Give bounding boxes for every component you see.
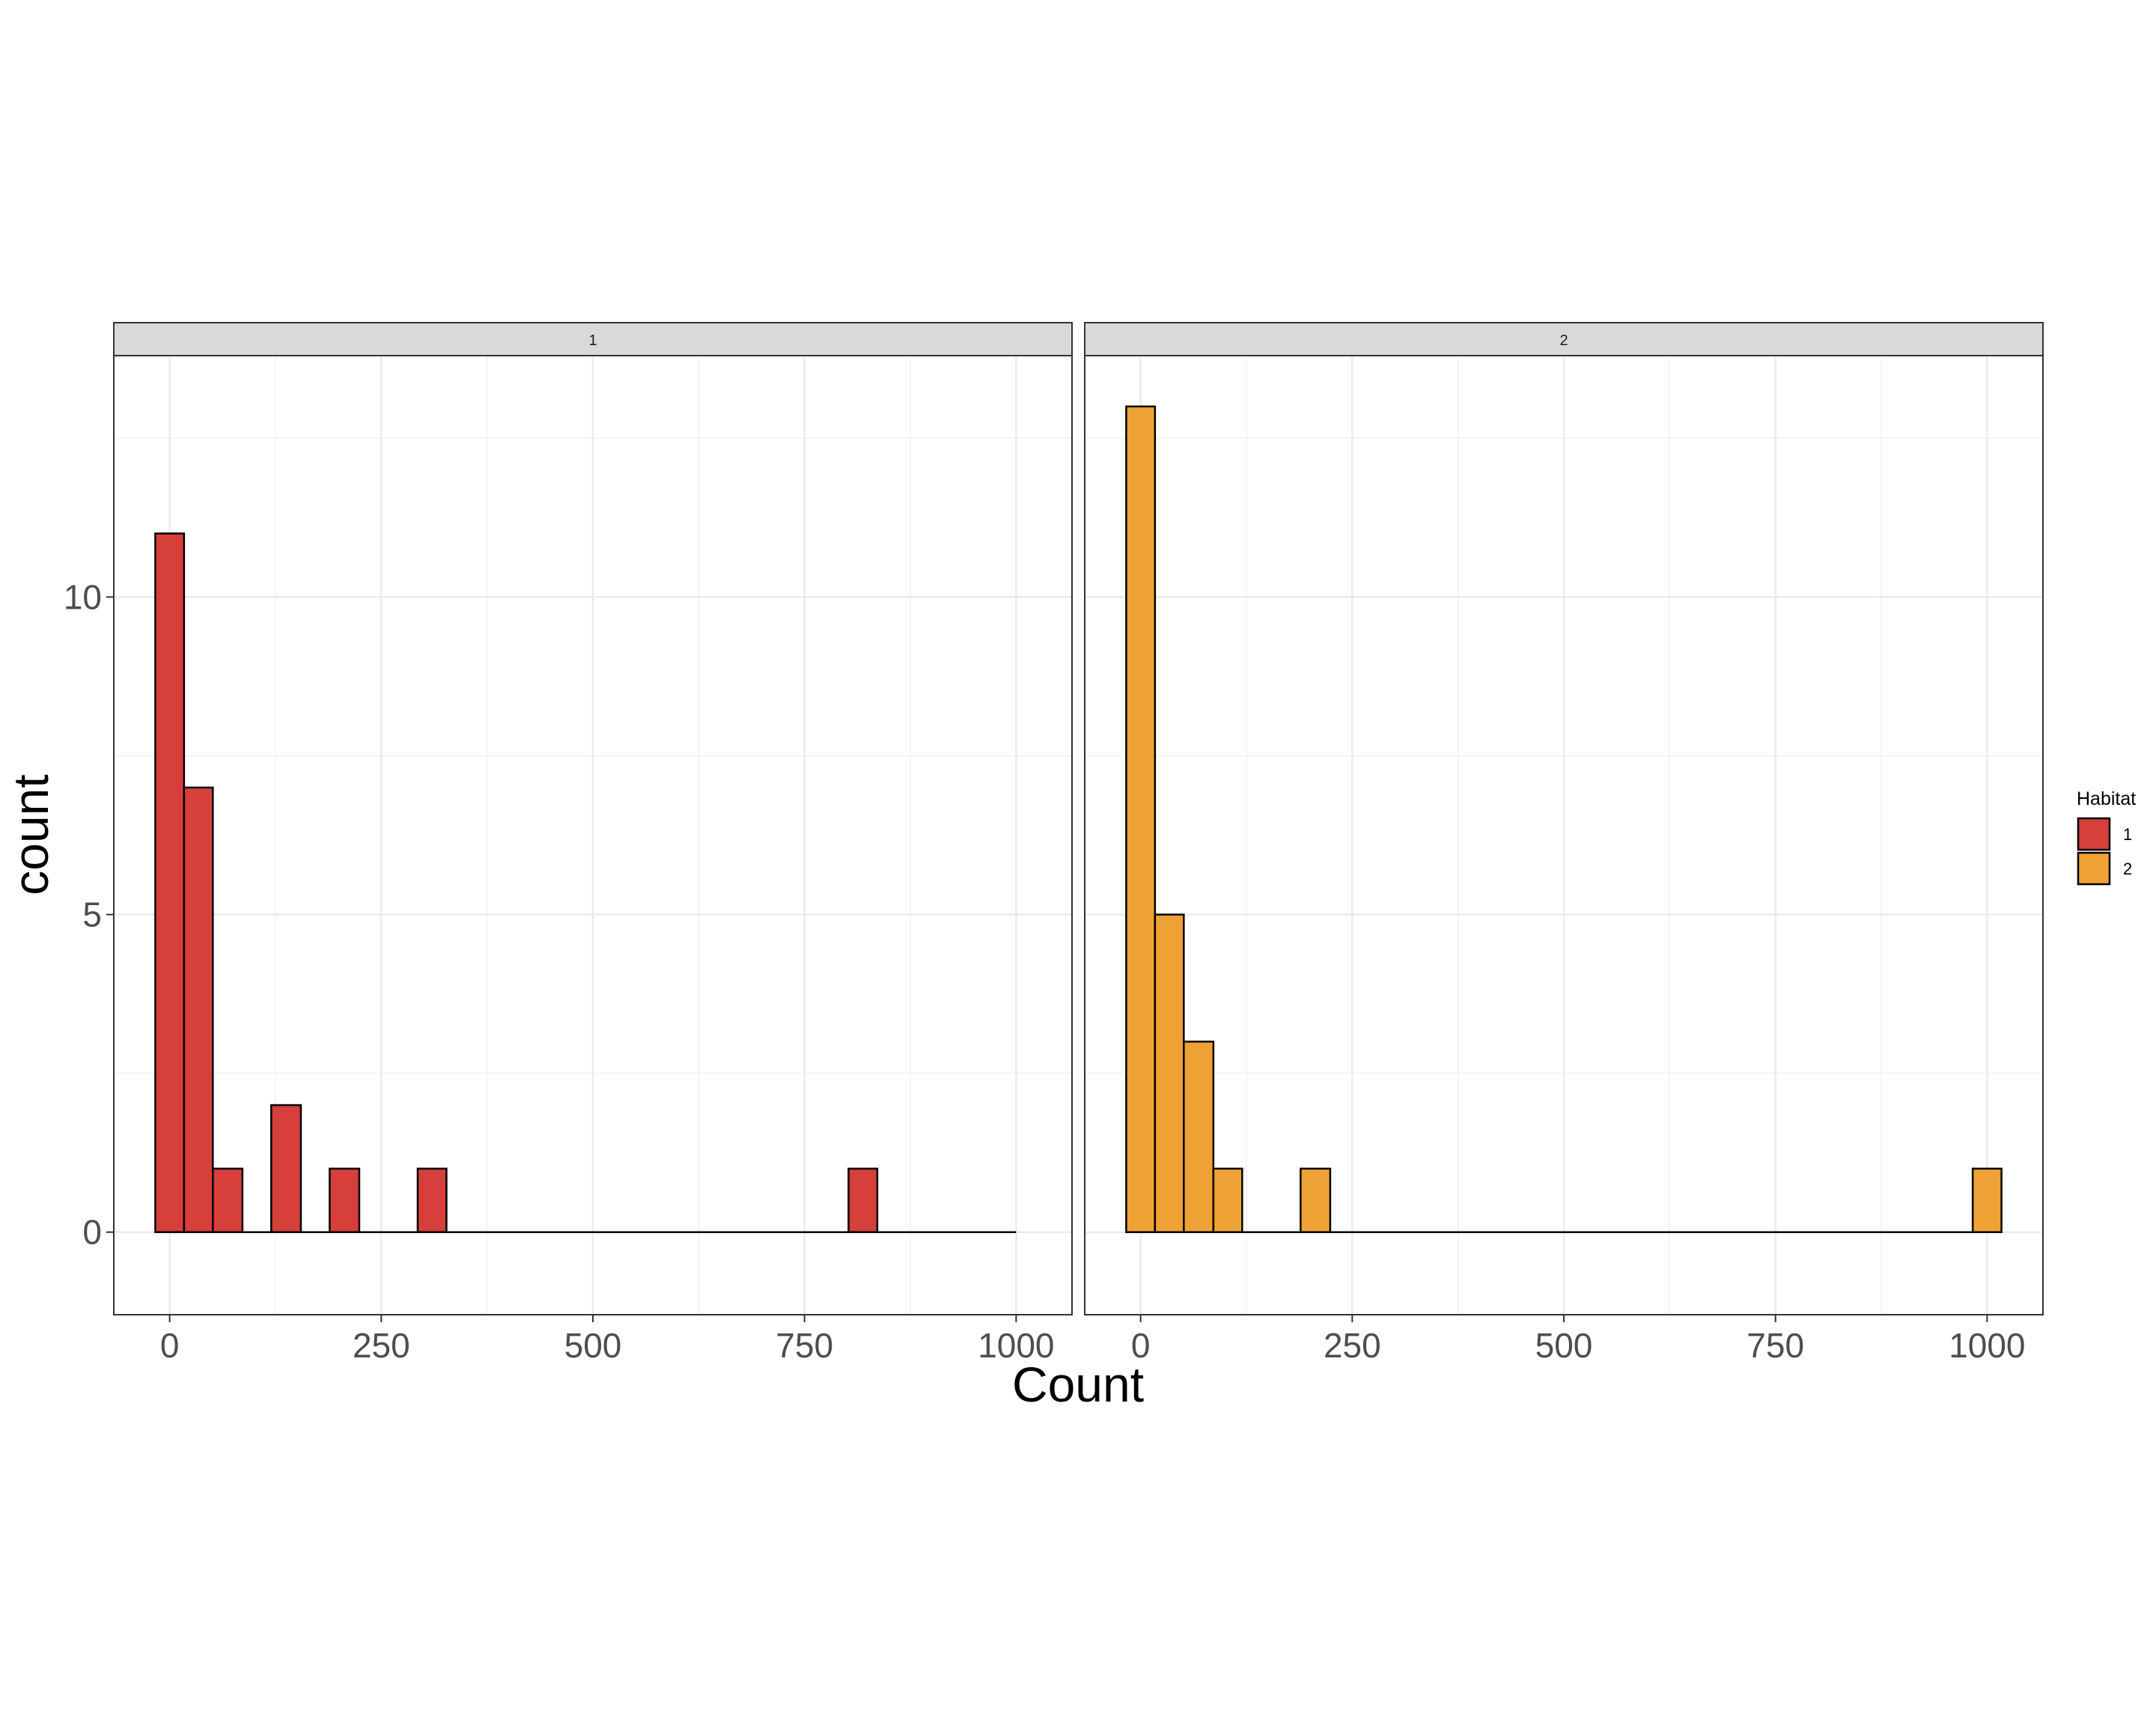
- y-tick-label: 5: [82, 895, 102, 934]
- x-tick-label: 250: [353, 1326, 410, 1365]
- x-tick-label: 1000: [1949, 1326, 2025, 1365]
- legend-key-swatch: [2077, 851, 2111, 886]
- legend: Habitat 12: [2077, 788, 2136, 886]
- histogram-bar: [1125, 405, 1157, 1233]
- histogram-bar: [1212, 1167, 1243, 1233]
- x-tick-label: 0: [1131, 1326, 1151, 1365]
- histogram-bar: [847, 1167, 879, 1233]
- x-tick-label: 750: [776, 1326, 833, 1365]
- histogram-bar: [183, 786, 214, 1233]
- x-tick-label: 750: [1747, 1326, 1804, 1365]
- facet-strip-label: 2: [1559, 332, 1568, 349]
- legend-title: Habitat: [2077, 788, 2136, 809]
- legend-keys: 12: [2077, 817, 2132, 886]
- x-tick-label: 250: [1324, 1326, 1381, 1365]
- histogram-bar: [416, 1167, 448, 1233]
- histogram-bar: [1971, 1167, 2003, 1233]
- y-tick-label: 0: [82, 1213, 102, 1252]
- y-tick-label: 10: [64, 577, 102, 616]
- legend-key-swatch: [2077, 817, 2111, 851]
- histogram-bar: [329, 1167, 361, 1233]
- facet-strip: [113, 322, 1073, 356]
- facet-strip-label: 1: [588, 332, 597, 349]
- legend-key-label: 2: [2123, 860, 2132, 878]
- histogram-bar: [1154, 913, 1185, 1233]
- histogram-bar: [270, 1104, 302, 1233]
- x-tick-label: 0: [160, 1326, 180, 1365]
- y-axis-title: count: [3, 774, 58, 895]
- x-tick-label: 500: [564, 1326, 622, 1365]
- x-axis-title: Count: [1012, 1357, 1144, 1412]
- x-tick-label: 500: [1535, 1326, 1593, 1365]
- x-tick-label: 1000: [978, 1326, 1054, 1365]
- histogram-bar: [1183, 1040, 1215, 1233]
- histogram-bar: [1300, 1167, 1332, 1233]
- panel-2: 2 0 250 500 750 1000: [1084, 322, 2044, 1365]
- legend-key-label: 1: [2123, 825, 2132, 844]
- facet-strip: [1084, 322, 2044, 356]
- histogram-bar: [212, 1167, 244, 1233]
- histogram-bar: [154, 532, 186, 1233]
